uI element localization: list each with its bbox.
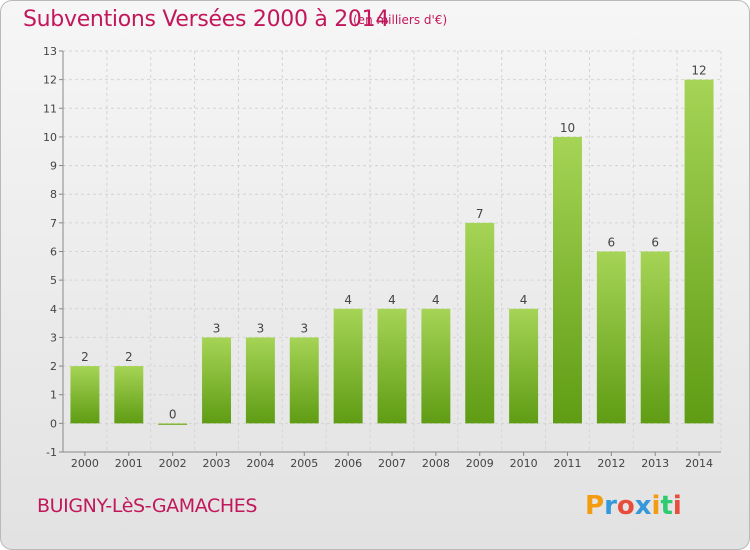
- bar-2005: [289, 337, 319, 424]
- x-tick-label-2014: 2014: [685, 457, 713, 470]
- data-label-2011: 10: [560, 121, 575, 135]
- y-tick-label: 12: [43, 74, 57, 87]
- y-tick-label: 6: [50, 246, 57, 259]
- y-tick-label: 1: [50, 389, 57, 402]
- x-tick-label-2006: 2006: [334, 457, 362, 470]
- data-label-2005: 3: [300, 321, 308, 335]
- y-tick-label: -1: [46, 446, 57, 459]
- data-label-2006: 4: [344, 293, 352, 307]
- logo-letter: t: [660, 491, 673, 521]
- bar-2000: [70, 366, 100, 424]
- bar-2014: [684, 79, 714, 424]
- y-tick-label: 3: [50, 331, 57, 344]
- chart-title: Subventions Versées 2000 à 2014: [23, 7, 390, 32]
- data-label-2000: 2: [81, 350, 89, 364]
- logo-letter: i: [651, 491, 661, 521]
- y-tick-label: 4: [50, 303, 57, 316]
- y-tick-label: 9: [50, 160, 57, 173]
- chart-subtitle: (en milliers d'€): [353, 13, 448, 27]
- data-label-2001: 2: [125, 350, 133, 364]
- data-label-2013: 6: [651, 236, 659, 250]
- data-label-2002: 0: [169, 407, 177, 421]
- bar-2008: [421, 308, 451, 424]
- y-tick-label: 13: [43, 45, 57, 58]
- x-tick-label-2004: 2004: [246, 457, 274, 470]
- data-label-2007: 4: [388, 293, 396, 307]
- x-tick-label-2003: 2003: [203, 457, 231, 470]
- bar-2004: [245, 337, 275, 424]
- data-label-2012: 6: [608, 236, 616, 250]
- y-tick-label: 7: [50, 217, 57, 230]
- data-label-2010: 4: [520, 293, 528, 307]
- x-tick-label-2009: 2009: [466, 457, 494, 470]
- data-labels: 2 2 0 3 3 3 4 4 4 7 4 10 6 6 12: [81, 64, 707, 422]
- x-tick-label-2007: 2007: [378, 457, 406, 470]
- bar-2002: [158, 423, 188, 425]
- bar-2013: [640, 251, 670, 424]
- bar-2003: [202, 337, 232, 424]
- y-tick-label: 0: [50, 417, 57, 430]
- bars: [70, 79, 714, 425]
- logo-letter: P: [585, 491, 605, 521]
- bar-2010: [509, 308, 539, 424]
- bar-2011: [552, 136, 582, 424]
- data-label-2009: 7: [476, 207, 484, 221]
- bar-2009: [465, 222, 495, 424]
- data-label-2014: 12: [691, 64, 706, 78]
- x-tick-label-2012: 2012: [597, 457, 625, 470]
- data-label-2008: 4: [432, 293, 440, 307]
- y-tick-label: 2: [50, 360, 57, 373]
- x-tick-label-2002: 2002: [159, 457, 187, 470]
- proxiti-logo: Proxiti: [585, 491, 682, 521]
- y-tick-label: 8: [50, 188, 57, 201]
- bar-2007: [377, 308, 407, 424]
- x-tick-label-2010: 2010: [510, 457, 538, 470]
- logo-letter: x: [634, 491, 652, 521]
- y-tick-label: 11: [43, 102, 57, 115]
- x-tick-label-2005: 2005: [290, 457, 318, 470]
- data-label-2003: 3: [213, 321, 221, 335]
- y-tick-label: 10: [43, 131, 57, 144]
- bar-2006: [333, 308, 363, 424]
- bar-2012: [596, 251, 626, 424]
- logo-letter: r: [604, 491, 617, 521]
- logo-letter: o: [616, 491, 635, 521]
- commune-name: BUIGNY-LèS-GAMACHES: [37, 495, 258, 517]
- x-tick-label-2008: 2008: [422, 457, 450, 470]
- logo-letter: i: [672, 491, 682, 521]
- bar-2001: [114, 366, 144, 424]
- x-tick-label-2001: 2001: [115, 457, 143, 470]
- y-tick-label: 5: [50, 274, 57, 287]
- data-label-2004: 3: [257, 321, 265, 335]
- x-tick-label-2011: 2011: [553, 457, 581, 470]
- x-tick-label-2013: 2013: [641, 457, 669, 470]
- x-tick-label-2000: 2000: [71, 457, 99, 470]
